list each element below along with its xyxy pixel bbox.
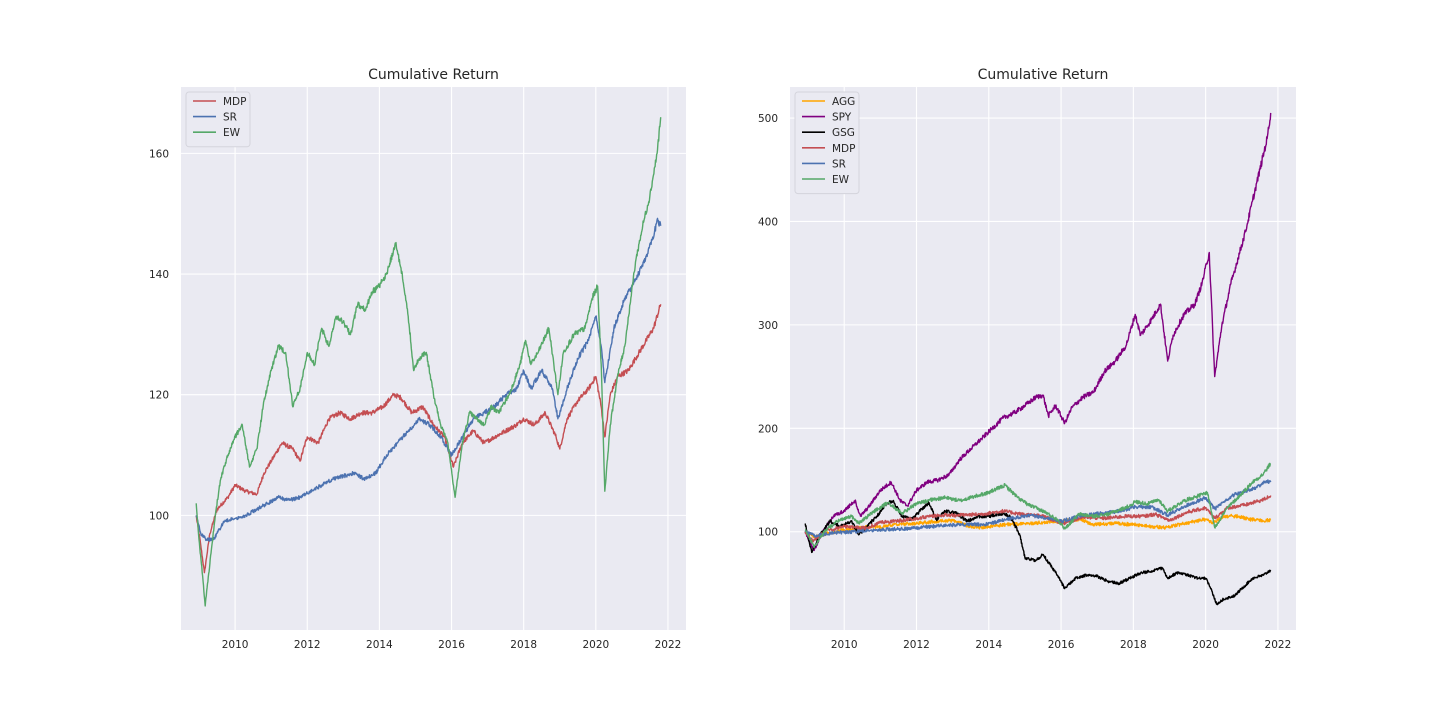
right-legend-label: GSG bbox=[832, 127, 855, 139]
right-x-tick-label: 2014 bbox=[975, 639, 1002, 651]
left-y-tick-label: 100 bbox=[149, 510, 169, 522]
right-y-tick-label: 500 bbox=[758, 113, 778, 125]
right-legend-label: EW bbox=[832, 174, 850, 186]
left-y-tick-label: 120 bbox=[149, 390, 169, 402]
right-y-tick-label: 400 bbox=[758, 216, 778, 228]
right-tick-labels: 2010 2012 2014 2016 2018 2020 2022 100 200 300 400… bbox=[758, 113, 1291, 651]
left-series-line-mdp bbox=[195, 304, 662, 574]
left-series-line-sr bbox=[195, 217, 662, 542]
left-plot-area bbox=[181, 87, 686, 630]
left-x-tick-label: 2014 bbox=[366, 639, 393, 651]
left-legend: MDP SR EW bbox=[185, 91, 251, 148]
right-series-line-sr bbox=[804, 479, 1272, 538]
left-x-tick-label: 2020 bbox=[582, 639, 609, 651]
left-legend-label: MDP bbox=[223, 96, 246, 108]
left-x-tick-label: 2010 bbox=[222, 639, 249, 651]
left-x-tick-label: 2016 bbox=[438, 639, 465, 651]
right-y-tick-label: 200 bbox=[758, 423, 778, 435]
right-legend-label: AGG bbox=[832, 96, 855, 108]
left-legend-label: SR bbox=[223, 112, 237, 124]
left-series-line-ew bbox=[195, 117, 662, 607]
right-legend-label: SR bbox=[832, 158, 846, 170]
left-y-tick-label: 140 bbox=[149, 269, 169, 281]
left-y-tick-label: 160 bbox=[149, 148, 169, 160]
right-series-layer bbox=[804, 112, 1272, 606]
left-x-tick-label: 2012 bbox=[294, 639, 321, 651]
right-x-tick-label: 2022 bbox=[1265, 639, 1292, 651]
left-tick-labels: 2010 2012 2014 2016 2018 2020 2022 100 120 140 160 bbox=[149, 148, 681, 651]
left-legend-box bbox=[185, 91, 251, 148]
left-x-tick-label: 2022 bbox=[655, 639, 682, 651]
right-legend-label: SPY bbox=[832, 112, 852, 124]
right-x-tick-label: 2016 bbox=[1048, 639, 1075, 651]
right-x-tick-label: 2012 bbox=[903, 639, 930, 651]
right-x-tick-label: 2010 bbox=[831, 639, 858, 651]
left-chart: 2010 2012 2014 2016 2018 2020 2022 100 120 140 160… bbox=[149, 67, 686, 651]
right-series-line-spy bbox=[804, 112, 1272, 552]
right-y-tick-label: 100 bbox=[758, 527, 778, 539]
right-chart: 2010 2012 2014 2016 2018 2020 2022 100 200 300 400… bbox=[758, 67, 1296, 651]
left-legend-label: EW bbox=[223, 127, 241, 139]
left-chart-title: Cumulative Return bbox=[368, 67, 499, 83]
right-series-line-ew bbox=[804, 462, 1272, 548]
right-x-tick-label: 2020 bbox=[1192, 639, 1219, 651]
right-grid bbox=[790, 87, 1296, 630]
right-plot-area bbox=[790, 87, 1296, 630]
right-legend-label: MDP bbox=[832, 143, 855, 155]
right-series-line-agg bbox=[804, 513, 1272, 539]
right-y-tick-label: 300 bbox=[758, 320, 778, 332]
left-series-layer bbox=[195, 117, 662, 607]
left-x-tick-label: 2018 bbox=[510, 639, 537, 651]
right-x-tick-label: 2018 bbox=[1120, 639, 1147, 651]
right-legend: AGG SPY GSG MDP SR EW bbox=[794, 91, 860, 195]
right-chart-title: Cumulative Return bbox=[978, 67, 1109, 83]
right-legend-box bbox=[794, 91, 860, 195]
